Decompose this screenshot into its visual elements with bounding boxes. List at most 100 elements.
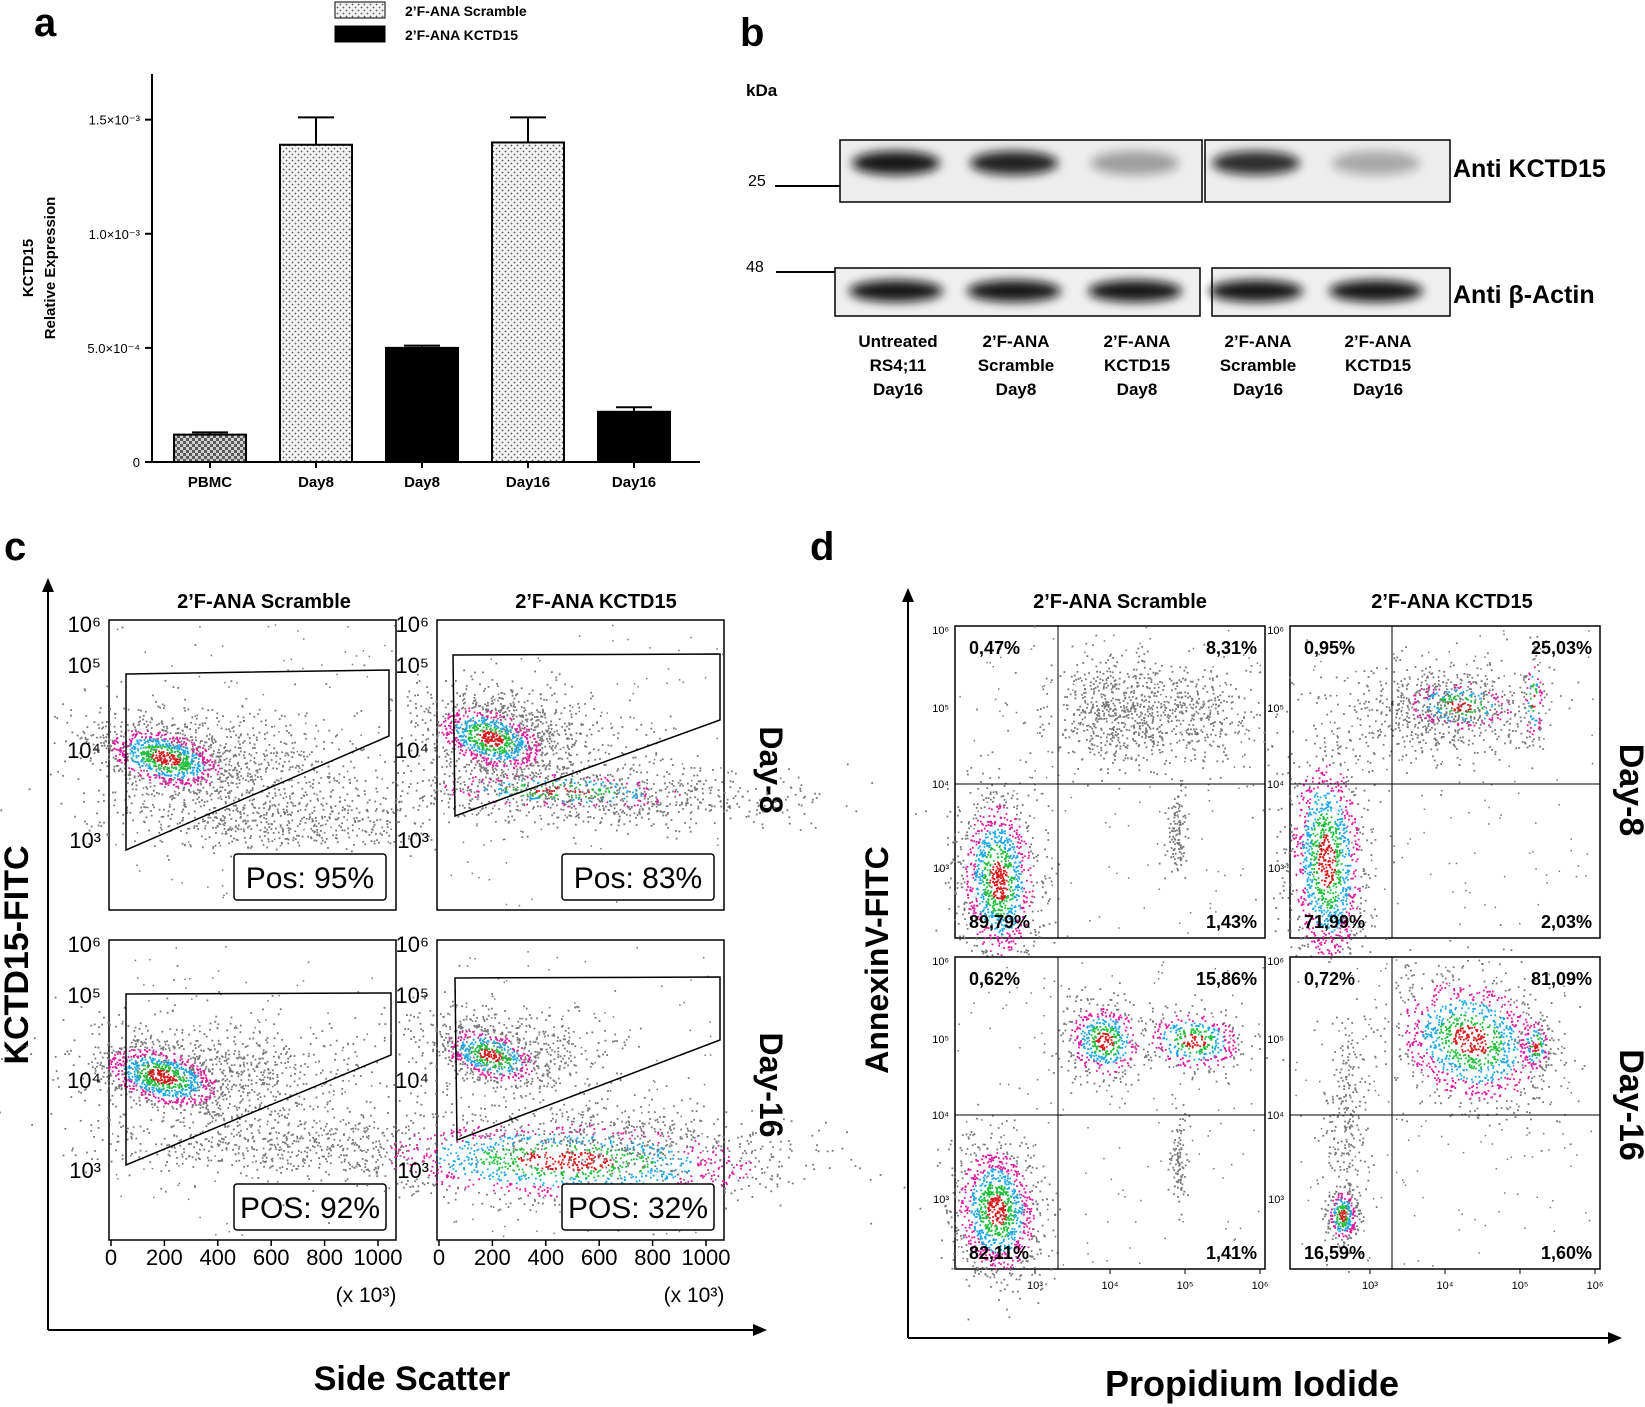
event-dot (278, 789, 281, 791)
event-dot (602, 793, 605, 795)
event-dot (266, 846, 269, 849)
event-dot (131, 788, 134, 791)
event-dot (576, 773, 579, 775)
event-dot (607, 744, 610, 747)
event-dot (504, 787, 507, 789)
event-dot (491, 709, 494, 712)
event-dot (526, 835, 529, 838)
event-dot (737, 790, 740, 793)
event-dot (184, 749, 187, 752)
event-dot (678, 830, 681, 833)
event-dot (207, 748, 210, 751)
event-dot (174, 1004, 176, 1007)
event-dot (184, 760, 187, 763)
event-dot (490, 739, 492, 741)
event-dot (211, 735, 214, 738)
event-dot (146, 753, 149, 756)
event-dot (97, 824, 100, 827)
event-dot (430, 795, 433, 797)
event-dot (652, 823, 655, 825)
event-dot (497, 777, 500, 780)
event-dot (762, 810, 764, 813)
event-dot (106, 685, 109, 688)
event-dot (694, 796, 697, 799)
event-dot (484, 749, 487, 752)
event-dot (228, 763, 231, 766)
event-dot (184, 747, 187, 749)
event-dot (498, 808, 500, 810)
event-dot (184, 753, 186, 755)
event-dot (100, 825, 103, 827)
event-dot (138, 723, 141, 726)
event-dot (689, 796, 692, 799)
event-dot (131, 734, 134, 737)
event-dot (270, 823, 273, 825)
event-dot (721, 781, 724, 784)
event-dot (325, 683, 328, 685)
event-dot (536, 801, 539, 803)
event-dot (236, 1144, 238, 1146)
event-dot (234, 830, 237, 833)
event-dot (167, 762, 170, 765)
event-dot (492, 780, 495, 783)
event-dot (178, 1165, 180, 1167)
event-dot (571, 764, 574, 766)
event-dot (120, 725, 122, 728)
event-dot (364, 843, 367, 846)
event-dot (346, 770, 349, 773)
event-dot (490, 703, 493, 705)
event-dot (262, 785, 265, 787)
event-dot (530, 724, 533, 727)
event-dot (547, 778, 549, 781)
event-dot (322, 808, 325, 811)
event-dot (471, 798, 474, 800)
event-dot (490, 727, 492, 730)
event-dot (468, 738, 470, 740)
event-dot (134, 736, 136, 739)
event-dot (502, 789, 505, 791)
event-dot (278, 837, 281, 840)
event-dot (286, 802, 289, 804)
event-dot (689, 790, 692, 793)
event-dot (489, 728, 491, 731)
event-dot (448, 821, 450, 824)
event-dot (169, 737, 171, 740)
event-dot (259, 829, 262, 832)
event-dot (192, 773, 195, 776)
event-dot (653, 731, 655, 733)
event-dot (496, 751, 499, 754)
event-dot (509, 723, 511, 725)
event-dot (145, 710, 147, 713)
event-dot (186, 782, 189, 784)
event-dot (430, 802, 433, 804)
event-dot (204, 820, 206, 822)
event-dot (481, 778, 484, 781)
event-dot (176, 755, 179, 757)
event-dot (532, 764, 535, 767)
event-dot (502, 776, 505, 778)
event-dot (646, 771, 649, 774)
event-dot (232, 726, 235, 728)
event-dot (519, 722, 522, 724)
event-dot (487, 709, 489, 712)
event-dot (70, 714, 72, 717)
event-dot (168, 767, 170, 769)
event-dot (410, 721, 413, 724)
event-dot (321, 1134, 323, 1136)
event-dot (523, 804, 526, 807)
event-dot (699, 780, 702, 783)
event-dot (481, 779, 483, 782)
event-dot (289, 724, 292, 727)
event-dot (280, 777, 283, 780)
event-dot (349, 740, 352, 743)
event-dot (498, 792, 501, 795)
event-dot (597, 793, 600, 796)
event-dot (472, 780, 475, 783)
event-dot (160, 747, 163, 750)
event-dot (292, 792, 294, 794)
event-dot (497, 721, 500, 724)
event-dot (495, 721, 497, 724)
event-dot (246, 775, 249, 777)
event-dot (462, 813, 465, 816)
event-dot (520, 734, 523, 737)
